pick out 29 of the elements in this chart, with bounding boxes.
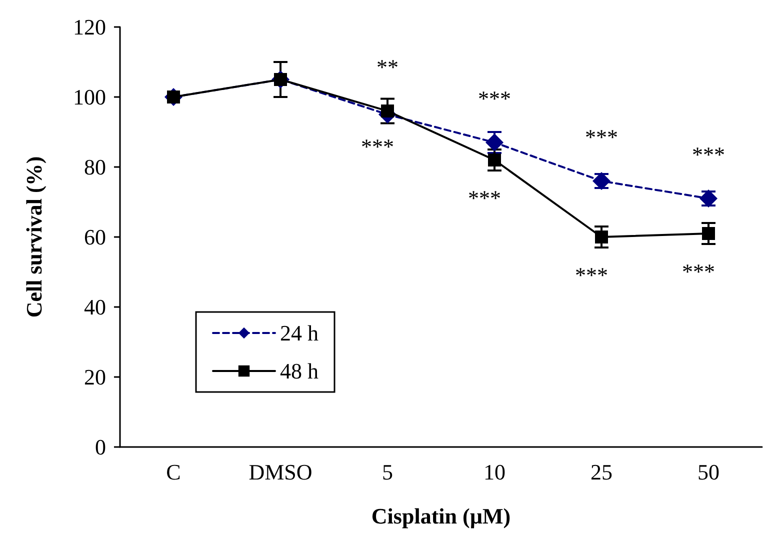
x-tick-label: C	[166, 460, 181, 484]
y-tick-label: 100	[73, 84, 106, 110]
point	[381, 104, 394, 118]
x-tick-label: DMSO	[248, 460, 312, 484]
x-tick-label: 10	[484, 460, 506, 484]
annotation: **	[376, 54, 398, 80]
annotation: ***	[692, 142, 725, 167]
annotation: ***	[361, 134, 394, 159]
y-axis-title: Cell survival (%)	[22, 156, 46, 318]
annotation: ***	[682, 259, 715, 284]
point	[488, 154, 501, 166]
y-tick-label: 120	[73, 14, 106, 40]
y-tick-label: 0	[95, 434, 106, 460]
annotation: ***	[585, 124, 618, 150]
x-tick-label: 25	[590, 460, 612, 484]
annotation: ***	[468, 186, 501, 210]
y-tick-label: 40	[84, 294, 106, 320]
point	[702, 227, 715, 240]
point	[595, 230, 608, 244]
legend-label: 24 h	[280, 320, 318, 346]
x-tick-label: 5	[382, 460, 393, 484]
y-tick-label: 20	[84, 364, 106, 390]
legend-label: 48 h	[280, 358, 318, 384]
x-tick-label: 50	[698, 460, 720, 484]
x-axis-title: Cisplatin (µM)	[371, 504, 511, 528]
y-tick-label: 80	[84, 154, 106, 180]
annotation: ***	[575, 262, 608, 288]
y-tick-label: 60	[84, 224, 106, 250]
annotation: ***	[478, 86, 511, 111]
